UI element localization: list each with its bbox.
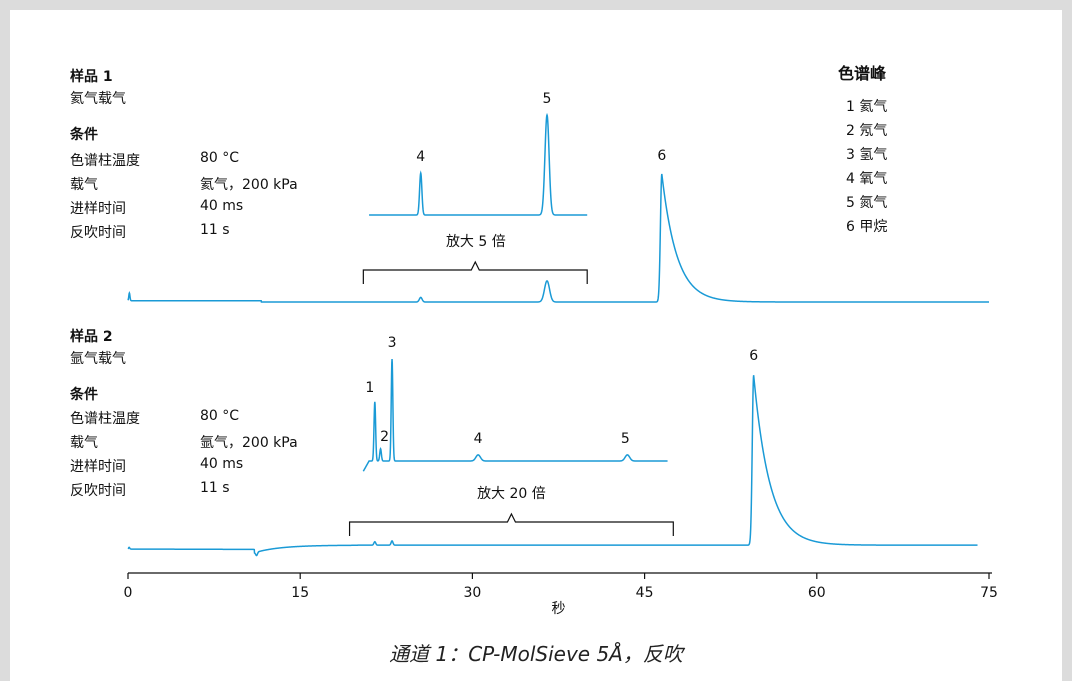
peak-label: 2 <box>380 429 389 445</box>
legend-item: 4 氧气 <box>846 171 888 187</box>
peak-label: 1 <box>365 380 374 396</box>
legend-item: 2 氖气 <box>846 123 888 139</box>
sample2-trace <box>127 375 978 557</box>
sample1-zoom-bracket <box>362 260 588 284</box>
sample1-title: 样品 1 <box>70 69 113 85</box>
sample2-cond-label: 进样时间 <box>70 459 126 475</box>
sample2-conditions-heading: 条件 <box>70 387 98 403</box>
x-tick-label: 60 <box>808 585 826 601</box>
sample1-cond-label: 反吹时间 <box>70 225 126 241</box>
peak-label: 3 <box>388 335 397 351</box>
peak-label: 6 <box>657 148 666 164</box>
x-tick-label: 0 <box>124 585 133 601</box>
sample2-cond-label: 色谱柱温度 <box>70 411 140 427</box>
sample1-conditions-heading: 条件 <box>70 127 98 143</box>
x-axis-label: 秒 <box>552 601 566 617</box>
sample2-cond-value: 11 s <box>200 480 230 496</box>
sample1-zoom-label: 放大 5 倍 <box>446 234 506 250</box>
sample1-cond-label: 进样时间 <box>70 201 126 217</box>
sample1-carrier: 氦气载气 <box>70 91 126 107</box>
legend-item: 1 氦气 <box>846 99 888 115</box>
peak-label: 5 <box>543 91 552 107</box>
sample1-cond-label: 色谱柱温度 <box>70 153 140 169</box>
peak-label: 6 <box>749 348 758 364</box>
sample2-cond-value: 40 ms <box>200 456 244 472</box>
sample2-inset-trace <box>362 358 668 472</box>
peak-label: 4 <box>416 149 425 165</box>
peak-label: 5 <box>621 431 630 447</box>
sample1-inset-trace <box>369 112 588 216</box>
sample1-cond-value: 氦气，200 kPa <box>200 177 298 193</box>
sample1-cond-value: 80 °C <box>200 150 240 166</box>
x-tick-label: 45 <box>636 585 654 601</box>
x-tick-label: 75 <box>980 585 998 601</box>
legend-item: 6 甲烷 <box>846 219 888 235</box>
sample2-cond-value: 氩气，200 kPa <box>200 435 298 451</box>
sample2-cond-value: 80 °C <box>200 408 240 424</box>
sample2-carrier: 氩气载气 <box>70 351 126 367</box>
legend-item: 3 氢气 <box>846 147 888 163</box>
sample2-cond-label: 反吹时间 <box>70 483 126 499</box>
legend-item: 5 氮气 <box>846 195 888 211</box>
sample1-cond-label: 载气 <box>70 177 98 193</box>
legend-title: 色谱峰 <box>838 64 887 83</box>
sample2-zoom-label: 放大 20 倍 <box>477 486 546 502</box>
sample1-trace <box>127 173 989 303</box>
sample1-cond-value: 40 ms <box>200 198 244 214</box>
x-tick-label: 15 <box>291 585 309 601</box>
sample2-title: 样品 2 <box>70 329 113 345</box>
sample2-cond-label: 载气 <box>70 435 98 451</box>
x-tick-label: 30 <box>463 585 481 601</box>
sample1-cond-value: 11 s <box>200 222 230 238</box>
figure-title: 通道 1：CP-MolSieve 5Å，反吹 <box>389 642 683 666</box>
peak-label: 4 <box>474 431 483 447</box>
sample2-zoom-bracket <box>348 512 674 536</box>
